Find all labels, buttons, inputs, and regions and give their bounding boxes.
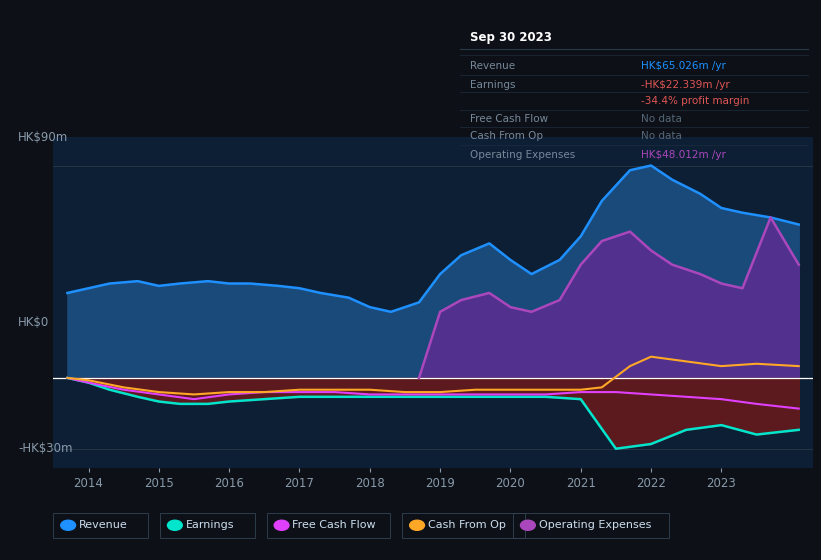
- Text: Operating Expenses: Operating Expenses: [539, 520, 651, 530]
- Text: Sep 30 2023: Sep 30 2023: [470, 31, 552, 44]
- Text: HK$48.012m /yr: HK$48.012m /yr: [641, 150, 726, 160]
- Text: Revenue: Revenue: [79, 520, 127, 530]
- Text: Earnings: Earnings: [470, 80, 516, 90]
- Text: Free Cash Flow: Free Cash Flow: [470, 114, 548, 124]
- Text: HK$0: HK$0: [18, 315, 49, 329]
- Text: Free Cash Flow: Free Cash Flow: [292, 520, 376, 530]
- Text: Cash From Op: Cash From Op: [470, 131, 544, 141]
- Text: -HK$30m: -HK$30m: [18, 441, 72, 455]
- Text: Operating Expenses: Operating Expenses: [470, 150, 576, 160]
- Text: HK$65.026m /yr: HK$65.026m /yr: [641, 61, 726, 71]
- Text: Earnings: Earnings: [186, 520, 234, 530]
- Text: -HK$22.339m /yr: -HK$22.339m /yr: [641, 80, 730, 90]
- Text: No data: No data: [641, 131, 682, 141]
- Text: No data: No data: [641, 114, 682, 124]
- Text: -34.4% profit margin: -34.4% profit margin: [641, 96, 750, 106]
- Text: HK$90m: HK$90m: [18, 130, 68, 144]
- Text: Revenue: Revenue: [470, 61, 516, 71]
- Text: Cash From Op: Cash From Op: [428, 520, 506, 530]
